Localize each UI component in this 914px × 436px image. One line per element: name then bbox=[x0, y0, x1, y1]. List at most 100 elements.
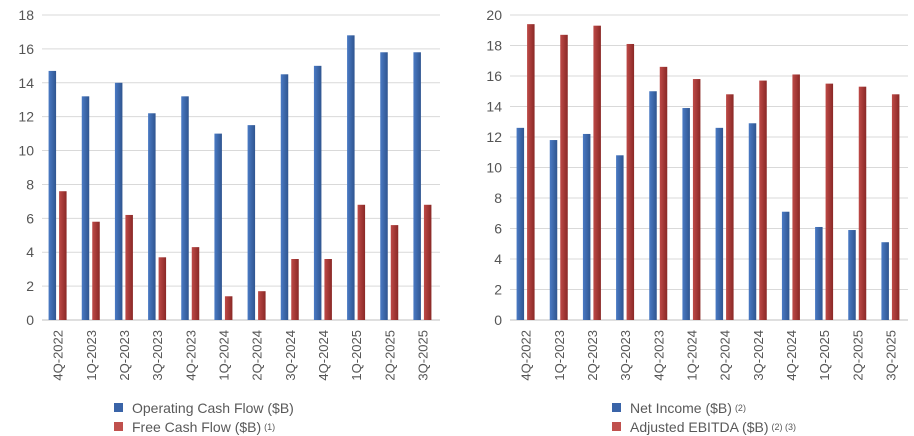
bar-series-1 bbox=[247, 125, 256, 320]
cash-flow-legend: Operating Cash Flow ($B) Free Cash Flow … bbox=[114, 398, 294, 436]
bar-series-2 bbox=[692, 79, 701, 320]
income-ebitda-chart: 0 2 4 6 8 10 12 14 16 18 20 4Q-2022 1Q-2023 2Q-2023 3Q… bbox=[486, 7, 908, 381]
bar-series-1 bbox=[380, 52, 388, 321]
y-tick-label: 0 bbox=[494, 312, 502, 328]
y-tick-label: 2 bbox=[494, 282, 502, 298]
bar-series-2 bbox=[291, 259, 299, 320]
legend-swatch-blue bbox=[612, 403, 621, 412]
legend-footnote: (2) (3) bbox=[771, 421, 797, 432]
x-tick-label: 4Q-2022 bbox=[519, 330, 534, 381]
legend-label: Free Cash Flow ($B) bbox=[132, 418, 262, 435]
y-tick-label: 12 bbox=[18, 109, 34, 125]
x-tick-label: 3Q-2024 bbox=[283, 330, 298, 381]
x-tick-label: 2Q-2025 bbox=[382, 330, 397, 381]
legend-item-adjusted-ebitda: Adjusted EBITDA ($B) (2) (3) bbox=[612, 417, 796, 436]
legend-swatch-red bbox=[612, 422, 621, 431]
legend-swatch-blue bbox=[114, 403, 123, 412]
x-tick-label: 2Q-2024 bbox=[718, 330, 733, 381]
bar-series-2 bbox=[92, 221, 100, 320]
bar-series-1 bbox=[413, 52, 421, 321]
bar-series-1 bbox=[748, 123, 757, 321]
x-tick-label: 3Q-2024 bbox=[751, 330, 766, 381]
y-tick-label: 16 bbox=[486, 68, 502, 84]
x-tick-label: 3Q-2025 bbox=[415, 330, 430, 381]
x-tick-label: 4Q-2022 bbox=[51, 330, 66, 381]
cash-flow-chart: 0 2 4 6 8 10 12 14 16 18 4Q-2022 1Q-2023 2Q-2023 3Q-2… bbox=[18, 7, 440, 381]
bar-series-1 bbox=[781, 211, 790, 320]
bar-series-1 bbox=[313, 65, 322, 320]
income-ebitda-legend: Net Income ($B) (2) Adjusted EBITDA ($B)… bbox=[612, 398, 796, 436]
y-tick-label: 6 bbox=[494, 221, 502, 237]
bar-series-2 bbox=[258, 291, 266, 320]
y-tick-label: 18 bbox=[18, 7, 34, 23]
bar-series-1 bbox=[148, 113, 156, 321]
y-tick-label: 12 bbox=[486, 129, 502, 145]
x-tick-label: 3Q-2025 bbox=[883, 330, 898, 381]
bar-series-1 bbox=[848, 230, 856, 320]
bar-series-1 bbox=[649, 91, 657, 320]
y-tick-label: 14 bbox=[18, 75, 34, 91]
legend-label: Net Income ($B) bbox=[630, 399, 732, 416]
bar-series-2 bbox=[390, 225, 399, 320]
bar-series-1 bbox=[682, 108, 690, 321]
y-tick-label: 14 bbox=[486, 99, 502, 115]
bar-series-2 bbox=[125, 214, 133, 320]
bar-series-1 bbox=[114, 82, 123, 321]
legend-item-operating-cash-flow: Operating Cash Flow ($B) bbox=[114, 398, 294, 417]
y-tick-label: 6 bbox=[26, 210, 34, 226]
x-tick-label: 2Q-2025 bbox=[850, 330, 865, 381]
bar-series-2 bbox=[726, 94, 734, 320]
y-tick-label: 0 bbox=[26, 312, 34, 328]
bar-series-1 bbox=[81, 96, 90, 320]
x-tick-label: 1Q-2023 bbox=[552, 330, 567, 381]
legend-footnote: (1) bbox=[264, 421, 276, 432]
y-tick-label: 20 bbox=[486, 7, 502, 23]
x-tick-label: 2Q-2023 bbox=[585, 330, 600, 381]
x-tick-label: 3Q-2023 bbox=[618, 330, 633, 381]
x-tick-label: 4Q-2024 bbox=[784, 330, 799, 381]
x-tick-label: 1Q-2024 bbox=[684, 330, 699, 381]
bar-series-2 bbox=[423, 204, 432, 320]
bar-series-1 bbox=[549, 140, 558, 320]
bar-series-2 bbox=[891, 94, 900, 320]
y-tick-label: 4 bbox=[26, 244, 34, 260]
bar-series-2 bbox=[560, 34, 568, 320]
bar-series-1 bbox=[214, 133, 222, 320]
x-tick-label: 4Q-2024 bbox=[316, 330, 331, 381]
y-tick-label: 4 bbox=[494, 251, 502, 267]
bar-series-2 bbox=[191, 247, 200, 320]
x-tick-label: 3Q-2023 bbox=[150, 330, 165, 381]
bar-series-2 bbox=[759, 80, 767, 320]
legend-item-net-income: Net Income ($B) (2) bbox=[612, 398, 796, 417]
bar-series-1 bbox=[616, 155, 624, 320]
bar-series-2 bbox=[59, 191, 67, 320]
x-tick-label: 2Q-2024 bbox=[250, 330, 265, 381]
bar-series-1 bbox=[347, 35, 355, 320]
legend-footnote: (2) bbox=[734, 402, 746, 413]
x-tick-label: 1Q-2025 bbox=[817, 330, 832, 381]
legend-label: Adjusted EBITDA ($B) bbox=[630, 418, 769, 435]
legend-label: Operating Cash Flow ($B) bbox=[132, 399, 294, 416]
bar-series-1 bbox=[48, 70, 57, 321]
bar-series-1 bbox=[582, 133, 591, 320]
y-tick-label: 16 bbox=[18, 41, 34, 57]
bar-series-2 bbox=[357, 204, 366, 320]
bar-series-2 bbox=[825, 83, 834, 320]
bar-series-2 bbox=[858, 86, 867, 320]
x-tick-label: 1Q-2023 bbox=[84, 330, 99, 381]
x-tick-label: 4Q-2023 bbox=[183, 330, 198, 381]
y-tick-label: 10 bbox=[18, 143, 34, 159]
x-tick-label: 1Q-2024 bbox=[216, 330, 231, 381]
legend-item-free-cash-flow: Free Cash Flow ($B) (1) bbox=[114, 417, 294, 436]
x-tick-label: 1Q-2025 bbox=[349, 330, 364, 381]
y-tick-label: 18 bbox=[486, 38, 502, 54]
bar-series-1 bbox=[280, 74, 289, 320]
bar-series-1 bbox=[815, 226, 823, 320]
legend-swatch-red bbox=[114, 422, 123, 431]
bar-series-2 bbox=[224, 296, 233, 320]
bar-series-2 bbox=[792, 74, 800, 320]
y-tick-label: 8 bbox=[26, 176, 34, 192]
bar-series-2 bbox=[593, 25, 601, 321]
y-tick-label: 8 bbox=[494, 190, 502, 206]
bar-series-1 bbox=[881, 242, 889, 320]
